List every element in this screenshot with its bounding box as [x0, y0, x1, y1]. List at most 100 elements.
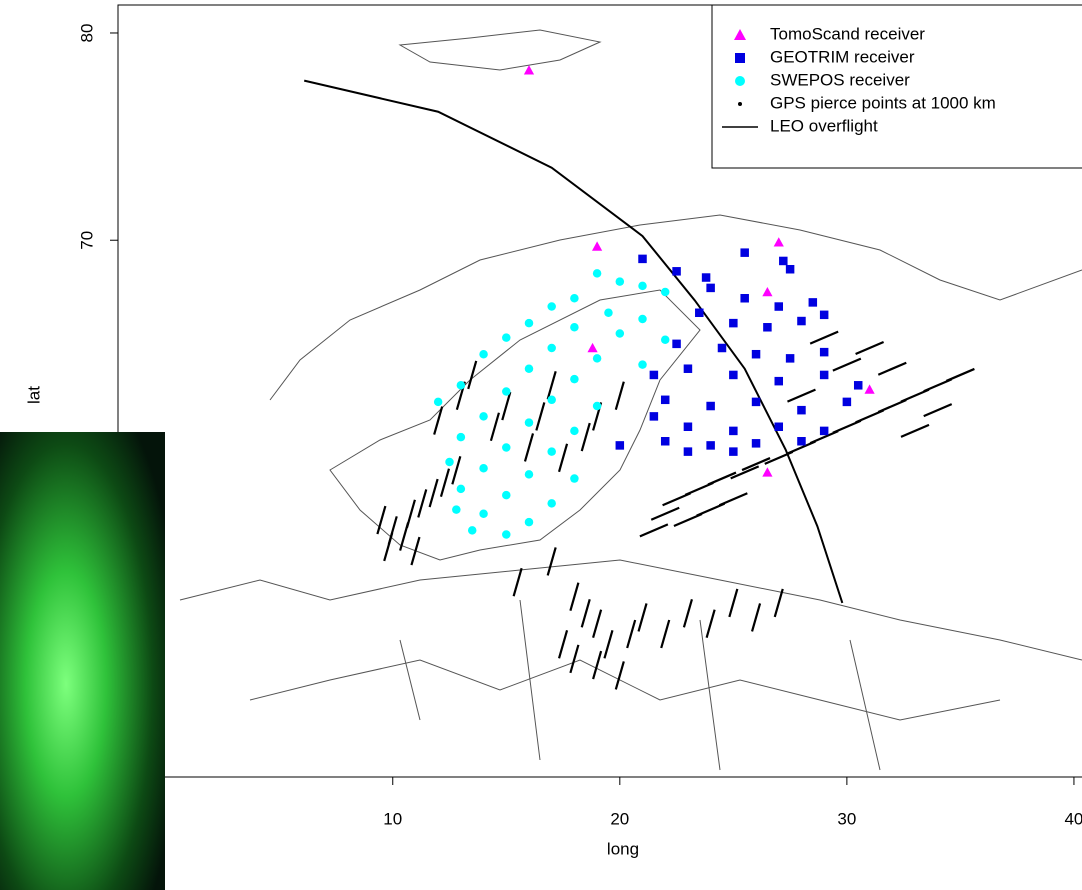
x-tick-label: 10	[383, 809, 402, 828]
circle-marker	[525, 518, 534, 527]
pierce-track	[407, 500, 415, 528]
circle-marker	[457, 433, 466, 442]
square-marker	[661, 396, 670, 405]
pierce-track	[548, 547, 556, 575]
pierce-track	[491, 413, 499, 441]
y-tick-label: 80	[77, 24, 96, 43]
pierce-track	[775, 589, 783, 617]
pierce-track	[570, 645, 578, 673]
square-marker	[661, 437, 670, 446]
circle-marker	[525, 364, 534, 373]
circle-marker	[502, 530, 511, 539]
pierce-track	[878, 363, 906, 375]
triangle-marker	[587, 343, 597, 352]
square-marker	[786, 354, 795, 363]
pierce-track	[651, 508, 679, 520]
square-marker	[775, 377, 784, 386]
dot-marker	[738, 102, 742, 106]
circle-marker	[661, 288, 670, 297]
pierce-track	[548, 371, 556, 399]
square-marker	[763, 323, 772, 332]
pierce-track	[377, 506, 385, 534]
legend-label: GEOTRIM receiver	[770, 47, 915, 66]
circle-marker	[570, 323, 579, 332]
square-marker	[729, 427, 738, 436]
circle-marker	[445, 458, 454, 467]
square-marker	[729, 447, 738, 456]
circle-marker	[452, 505, 461, 514]
square-marker	[684, 447, 693, 456]
square-marker	[843, 398, 852, 407]
square-marker	[820, 371, 829, 380]
pierce-track	[833, 359, 861, 371]
circle-marker	[547, 344, 556, 353]
square-marker	[672, 267, 681, 276]
pierce-track	[787, 390, 815, 402]
square-marker	[854, 381, 863, 390]
pierce-track	[729, 589, 737, 617]
pierce-track	[684, 599, 692, 627]
square-marker	[729, 371, 738, 380]
pierce-track	[418, 489, 426, 517]
pierce-track	[582, 423, 590, 451]
pierce-track	[468, 361, 476, 389]
circle-marker	[547, 302, 556, 311]
square-marker	[684, 364, 693, 373]
circle-marker	[434, 398, 443, 407]
pierce-track	[604, 630, 612, 658]
square-marker	[706, 441, 715, 450]
triangle-marker	[524, 65, 534, 74]
pierce-track	[502, 392, 510, 420]
y-axis-label: lat	[24, 386, 43, 404]
square-marker	[820, 311, 829, 320]
square-marker	[702, 273, 711, 282]
pierce-track	[810, 332, 838, 344]
circle-marker	[479, 350, 488, 359]
square-marker	[695, 309, 704, 318]
triangle-marker	[592, 241, 602, 250]
pierce-track	[707, 610, 715, 638]
square-marker	[650, 412, 659, 421]
circle-marker	[593, 269, 602, 278]
circle-marker	[525, 319, 534, 328]
pierce-track	[559, 444, 567, 472]
square-marker	[616, 441, 625, 450]
square-marker	[820, 348, 829, 357]
y-tick-label: 70	[77, 231, 96, 250]
circle-marker	[457, 381, 466, 390]
circle-marker	[525, 470, 534, 479]
square-marker	[797, 437, 806, 446]
x-tick-label: 40	[1064, 809, 1082, 828]
aurora-photo	[0, 432, 165, 890]
square-marker	[718, 344, 727, 353]
triangle-marker	[762, 287, 772, 296]
square-marker	[706, 402, 715, 411]
pierce-track	[514, 568, 522, 596]
pierce-track	[525, 433, 533, 461]
pierce-track	[452, 456, 460, 484]
circle-marker	[638, 360, 647, 369]
chart: TomoScand receiverGEOTRIM receiverSWEPOS…	[0, 0, 1082, 890]
x-tick-label: 20	[610, 809, 629, 828]
square-marker	[752, 398, 761, 407]
pierce-track	[384, 533, 392, 561]
circle-marker	[502, 491, 511, 500]
square-marker	[735, 53, 745, 63]
square-marker	[752, 439, 761, 448]
circle-marker	[525, 418, 534, 427]
circle-marker	[570, 474, 579, 483]
square-marker	[729, 319, 738, 328]
pierce-track	[411, 537, 419, 565]
pierce-track	[582, 599, 590, 627]
square-marker	[684, 423, 693, 432]
square-marker	[740, 294, 749, 303]
square-marker	[672, 340, 681, 349]
pierce-track	[593, 651, 601, 679]
circle-marker	[468, 526, 477, 535]
square-marker	[775, 302, 784, 311]
pierce-track	[924, 404, 952, 416]
pierce-track	[752, 603, 760, 631]
square-marker	[797, 317, 806, 326]
pierce-track	[639, 603, 647, 631]
square-marker	[740, 248, 749, 257]
